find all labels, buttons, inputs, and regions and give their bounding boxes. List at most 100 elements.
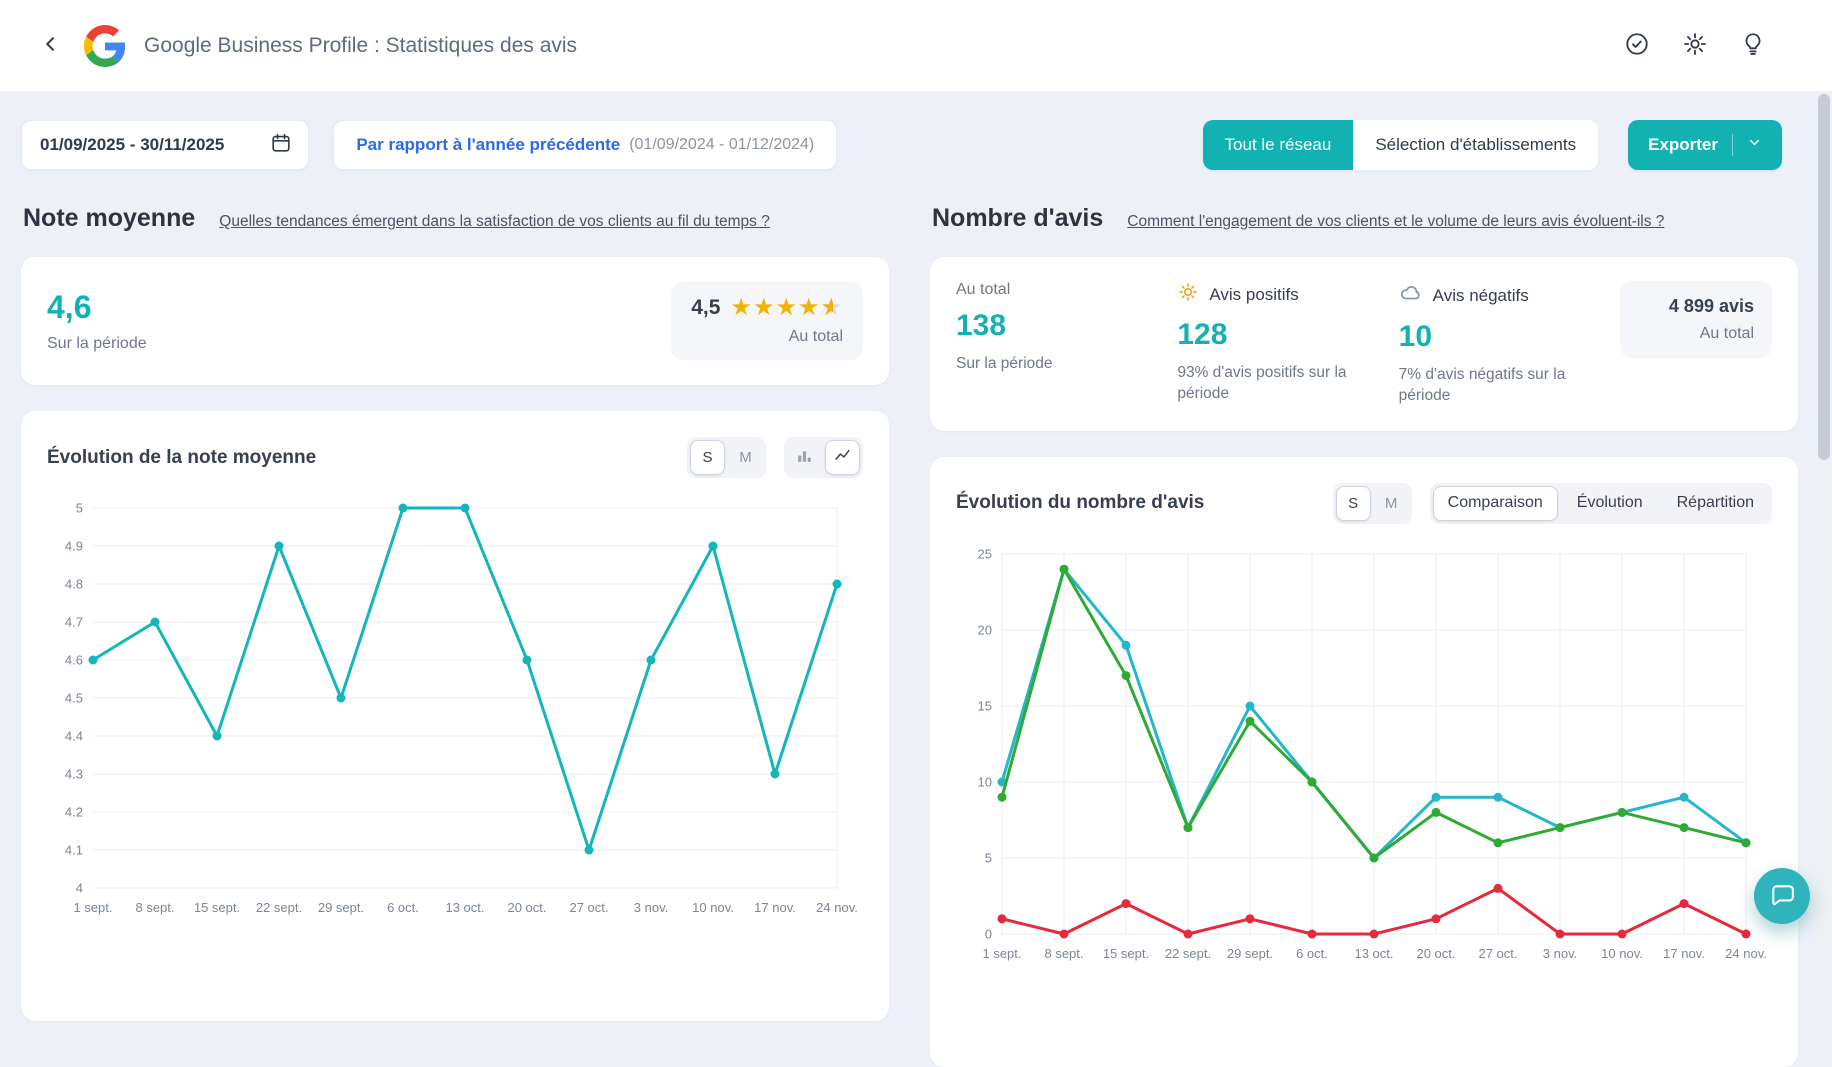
tab-comparaison[interactable]: Comparaison xyxy=(1432,485,1558,521)
svg-text:15 sept.: 15 sept. xyxy=(194,900,240,915)
positive-stat-value: 128 xyxy=(1177,318,1228,351)
svg-text:20: 20 xyxy=(978,622,992,637)
rating-summary-card: 4,6 Sur la période 4,5 ★ ★ ★ ★ ★ ★ Au total xyxy=(21,257,889,385)
total-stat-label: Au total xyxy=(956,281,1011,298)
svg-text:13 oct.: 13 oct. xyxy=(445,900,484,915)
reviews-evolution-chart: 0 5 10 15 20 25 1 sept. 8 sept. 15 sept. 22 sept.… xyxy=(978,546,1767,961)
svg-text:10 nov.: 10 nov. xyxy=(692,900,734,915)
reviews-chart-title: Évolution du nombre d'avis xyxy=(956,492,1205,514)
export-button[interactable]: Exporter xyxy=(1628,120,1782,170)
chevron-down-icon xyxy=(1747,135,1762,155)
svg-text:1 sept.: 1 sept. xyxy=(982,946,1021,961)
network-all-button[interactable]: Tout le réseau xyxy=(1202,120,1354,170)
header: Google Business Profile : Statistiques d… xyxy=(0,0,1832,92)
svg-text:4: 4 xyxy=(76,881,83,896)
svg-text:4.2: 4.2 xyxy=(65,805,83,820)
reviews-chart-head: Évolution du nombre d'avis S M Comparais… xyxy=(956,482,1772,524)
svg-text:3 nov.: 3 nov. xyxy=(634,900,668,915)
granularity-month-button[interactable]: M xyxy=(1374,486,1409,521)
lightbulb-icon xyxy=(1740,31,1766,60)
rating-question-link[interactable]: Quelles tendances émergent dans la satis… xyxy=(219,213,770,230)
bar-chart-button[interactable] xyxy=(787,440,822,475)
granularity-week-button[interactable]: S xyxy=(1335,485,1371,521)
tab-evolution[interactable]: Évolution xyxy=(1562,486,1658,521)
back-button[interactable] xyxy=(30,25,72,67)
rating-period-value: 4,6 xyxy=(47,289,92,325)
svg-text:4.5: 4.5 xyxy=(65,691,83,706)
gear-icon xyxy=(1682,31,1708,60)
comparison-label: Par rapport à l'année précédente xyxy=(356,135,621,154)
ideas-button[interactable] xyxy=(1730,23,1776,69)
granularity-month-button[interactable]: M xyxy=(728,440,763,475)
positive-stat-label: Avis positifs xyxy=(1209,284,1299,304)
badge-check-button[interactable] xyxy=(1614,23,1660,69)
tab-repartition[interactable]: Répartition xyxy=(1662,486,1769,521)
granularity-toggle: S M xyxy=(687,437,766,478)
main-content: Note moyenne Quelles tendances émergent … xyxy=(0,170,1832,1067)
line-chart-button[interactable] xyxy=(825,440,860,475)
scrollbar-thumb[interactable] xyxy=(1818,94,1830,460)
rating-evolution-chart: 4 4.1 4.2 4.3 4.4 4.5 4.6 4.7 4.8 4.9 5 1 sept. 8 se… xyxy=(65,501,858,916)
negative-stat-label: Avis négatifs xyxy=(1432,285,1529,305)
network-toggle: Tout le réseau Sélection d'établissement… xyxy=(1202,120,1599,170)
svg-text:25: 25 xyxy=(978,546,992,561)
comparison-pill[interactable]: Par rapport à l'année précédente (01/09/… xyxy=(333,120,838,170)
svg-text:4.6: 4.6 xyxy=(65,653,83,668)
reviews-section-head: Nombre d'avis Comment l'engagement de vo… xyxy=(932,204,1798,233)
svg-text:1 sept.: 1 sept. xyxy=(73,900,112,915)
comparison-dates: (01/09/2024 - 01/12/2024) xyxy=(629,136,815,153)
granularity-week-button[interactable]: S xyxy=(690,440,725,475)
cloud-icon xyxy=(1399,281,1423,310)
svg-text:4.9: 4.9 xyxy=(65,539,83,554)
svg-text:5: 5 xyxy=(985,850,992,865)
svg-text:4.7: 4.7 xyxy=(65,615,83,630)
google-logo-icon xyxy=(84,24,126,67)
reviews-question-link[interactable]: Comment l'engagement de vos clients et l… xyxy=(1127,213,1665,230)
scrollbar-track[interactable] xyxy=(1815,92,1832,951)
rating-section: Note moyenne Quelles tendances émergent … xyxy=(21,194,889,1021)
network-selection-button[interactable]: Sélection d'établissements xyxy=(1353,120,1599,170)
negative-stat-sub: 7% d'avis négatifs sur la période xyxy=(1398,366,1566,404)
svg-text:4.1: 4.1 xyxy=(65,843,83,858)
rating-chart-controls: S M xyxy=(687,437,863,478)
svg-text:29 sept.: 29 sept. xyxy=(1227,946,1273,961)
date-range-picker[interactable]: 01/09/2025 - 30/11/2025 xyxy=(21,120,310,170)
rating-total-row: 4,5 ★ ★ ★ ★ ★ ★ xyxy=(691,296,843,320)
chart-type-toggle xyxy=(784,437,863,478)
svg-text:5: 5 xyxy=(76,501,83,516)
rating-total-label: Au total xyxy=(788,328,843,345)
positive-stat-block: Avis positifs 128 93% d'avis positifs su… xyxy=(1177,281,1372,405)
chevron-left-icon xyxy=(41,34,61,57)
alltime-box: 4 899 avis Au total xyxy=(1620,281,1772,358)
bar-chart-icon xyxy=(796,447,813,468)
svg-text:17 nov.: 17 nov. xyxy=(1663,946,1705,961)
svg-text:8 sept.: 8 sept. xyxy=(1044,946,1083,961)
badge-check-icon xyxy=(1624,31,1650,60)
calendar-icon xyxy=(270,132,292,159)
svg-text:20 oct.: 20 oct. xyxy=(1416,946,1455,961)
svg-text:29 sept.: 29 sept. xyxy=(318,900,364,915)
svg-text:27 oct.: 27 oct. xyxy=(569,900,608,915)
page-title: Google Business Profile : Statistiques d… xyxy=(144,33,578,57)
svg-text:17 nov.: 17 nov. xyxy=(754,900,796,915)
reviews-section: Nombre d'avis Comment l'engagement de vo… xyxy=(930,194,1798,1067)
svg-text:15 sept.: 15 sept. xyxy=(1103,946,1149,961)
chat-fab-button[interactable] xyxy=(1754,868,1810,924)
svg-text:0: 0 xyxy=(985,926,992,941)
negative-stat-block: Avis négatifs 10 7% d'avis négatifs sur … xyxy=(1399,281,1594,407)
svg-text:6 oct.: 6 oct. xyxy=(387,900,419,915)
rating-chart-card: Évolution de la note moyenne S M xyxy=(21,411,889,1021)
rating-total-box: 4,5 ★ ★ ★ ★ ★ ★ Au total xyxy=(671,282,863,360)
svg-text:24 nov.: 24 nov. xyxy=(1725,946,1767,961)
rating-section-title: Note moyenne xyxy=(23,204,196,232)
line-chart-icon xyxy=(834,447,851,468)
total-stat-value: 138 xyxy=(956,309,1007,342)
toolbar: 01/09/2025 - 30/11/2025 Par rapport à l'… xyxy=(0,92,1832,170)
rating-chart-title: Évolution de la note moyenne xyxy=(47,446,317,468)
svg-text:4.3: 4.3 xyxy=(65,767,83,782)
positive-stat-sub: 93% d'avis positifs sur la période xyxy=(1177,364,1347,402)
granularity-toggle: S M xyxy=(1332,482,1412,524)
chat-bubble-icon xyxy=(1769,882,1795,911)
settings-button[interactable] xyxy=(1672,23,1718,69)
